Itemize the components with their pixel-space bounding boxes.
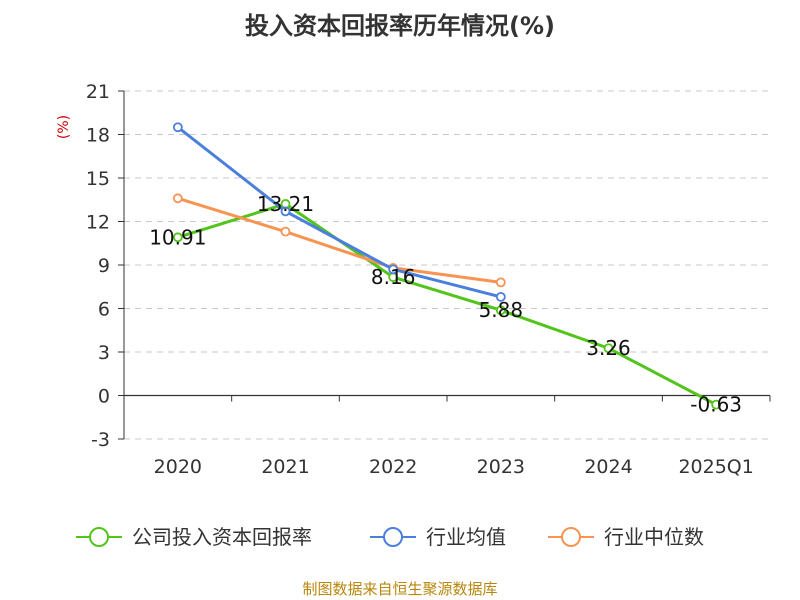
legend-marker	[89, 527, 109, 547]
x-tick-label: 2025Q1	[678, 456, 753, 478]
grid-lines	[124, 90, 770, 440]
y-axis-unit: (%)	[56, 115, 72, 139]
data-point	[495, 291, 506, 302]
data-point	[172, 122, 183, 133]
data-point	[603, 343, 614, 354]
y-tick-label: 0	[98, 386, 110, 408]
y-tick-label: 12	[86, 212, 110, 234]
legend-label: 公司投入资本回报率	[132, 525, 312, 549]
series-line-0	[177, 202, 717, 406]
legend-marker	[561, 527, 581, 547]
chart-title: 投入资本回报率历年情况(%)	[245, 12, 555, 40]
x-tick-label: 2023	[477, 456, 525, 478]
legend-label: 行业中位数	[604, 525, 704, 549]
data-point	[495, 305, 506, 316]
tick-labels: -3 0 3 6 9 12 15 18 21 2020 2021 2022 2023 2024 2025Q1	[86, 81, 754, 478]
data-label: -0.63	[690, 393, 742, 417]
legend-label: 行业均值	[426, 525, 506, 549]
y-tick-label: 21	[86, 81, 110, 103]
data-label: 5.88	[479, 298, 524, 322]
data-label: 13.21	[257, 192, 314, 216]
x-tick-label: 2022	[369, 456, 417, 478]
series-line-1	[176, 126, 502, 299]
data-point	[711, 399, 722, 410]
y-tick-label: 9	[98, 255, 110, 277]
y-tick-label: 15	[86, 168, 110, 190]
y-tick-label: 6	[98, 299, 110, 321]
data-label: 8.16	[371, 265, 416, 289]
data-point	[495, 277, 506, 288]
x-tick-label: 2021	[261, 456, 309, 478]
data-point	[280, 226, 291, 237]
series-line-2	[177, 196, 502, 284]
data-labels: 10.91 13.21 8.16 5.88 3.26 -0.63	[149, 192, 742, 417]
data-point	[388, 264, 399, 275]
y-tick-label: 18	[86, 125, 110, 147]
legend: 公司投入资本回报率 行业均值 行业中位数	[76, 525, 704, 549]
y-tick-label: -3	[91, 429, 110, 451]
series-lines	[172, 122, 722, 410]
x-tick-label: 2024	[584, 456, 632, 478]
data-point	[172, 232, 183, 243]
legend-marker	[383, 527, 403, 547]
data-point	[172, 193, 183, 204]
y-tick-label: 3	[98, 342, 110, 364]
axes	[118, 90, 771, 440]
source-note: 制图数据来自恒生聚源数据库	[302, 580, 497, 598]
x-tick-label: 2020	[154, 456, 202, 478]
data-point	[280, 206, 291, 217]
data-label: 3.26	[586, 336, 631, 360]
data-label: 10.91	[149, 225, 206, 249]
